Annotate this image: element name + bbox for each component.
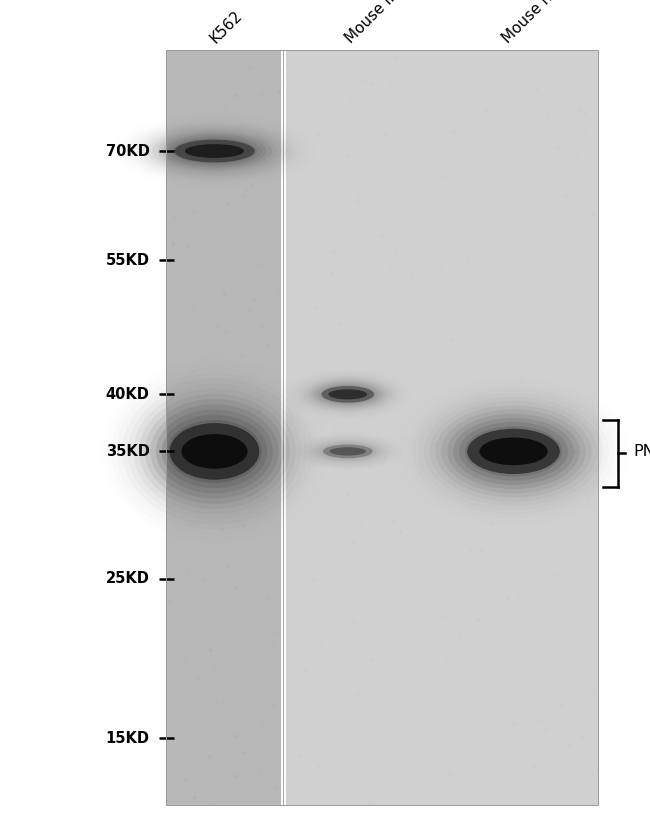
Ellipse shape (167, 137, 262, 166)
Ellipse shape (170, 423, 259, 480)
Ellipse shape (436, 405, 592, 498)
Ellipse shape (317, 383, 379, 405)
Ellipse shape (185, 144, 244, 158)
Text: Mouse liver: Mouse liver (342, 0, 415, 46)
Ellipse shape (145, 399, 284, 503)
Ellipse shape (459, 422, 568, 481)
Text: 70KD: 70KD (105, 143, 150, 159)
Ellipse shape (168, 420, 261, 483)
Ellipse shape (322, 386, 374, 403)
Text: 15KD: 15KD (105, 731, 150, 746)
Ellipse shape (162, 414, 267, 488)
Bar (283, 50, 598, 805)
Ellipse shape (174, 140, 255, 163)
Ellipse shape (322, 444, 374, 459)
Ellipse shape (172, 138, 257, 164)
Ellipse shape (152, 130, 277, 172)
Text: 40KD: 40KD (105, 387, 150, 402)
Ellipse shape (156, 409, 273, 493)
Text: K562: K562 (207, 8, 245, 46)
Bar (166, 50, 283, 805)
Ellipse shape (150, 404, 279, 498)
Ellipse shape (162, 134, 267, 168)
Ellipse shape (441, 409, 586, 493)
Ellipse shape (447, 414, 580, 489)
Text: PNMT: PNMT (634, 444, 650, 459)
Text: 25KD: 25KD (105, 571, 150, 586)
Ellipse shape (139, 393, 290, 509)
Text: Mouse heart: Mouse heart (500, 0, 578, 46)
Ellipse shape (480, 438, 547, 465)
Ellipse shape (465, 426, 562, 477)
Ellipse shape (313, 382, 382, 407)
Bar (166, 50, 598, 805)
Ellipse shape (330, 447, 366, 456)
Ellipse shape (323, 445, 372, 458)
Ellipse shape (181, 434, 248, 469)
Ellipse shape (328, 389, 367, 399)
Ellipse shape (310, 381, 385, 409)
Text: 55KD: 55KD (105, 253, 150, 268)
Ellipse shape (453, 418, 574, 485)
Ellipse shape (467, 429, 560, 474)
Text: 35KD: 35KD (105, 444, 150, 459)
Ellipse shape (320, 385, 376, 404)
Ellipse shape (157, 133, 272, 170)
